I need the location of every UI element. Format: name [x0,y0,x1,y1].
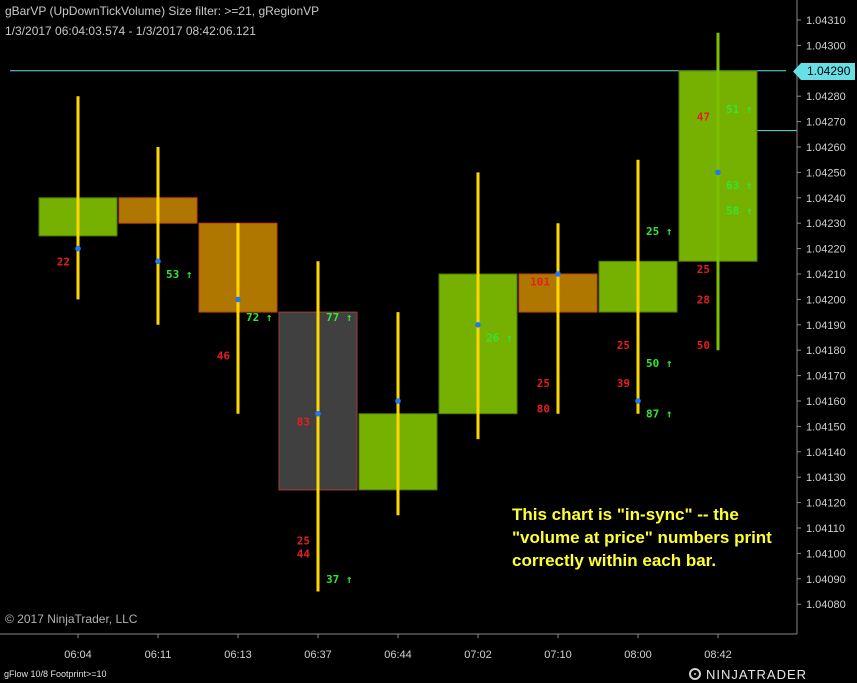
volume-label: 25 [697,263,710,276]
volume-label: 80 [537,403,550,416]
volume-label: 39 [617,377,630,390]
time-tick-label: 06:13 [224,649,252,661]
time-tick-label: 06:11 [145,649,172,661]
volume-label: 53 ↑ [166,268,193,281]
time-tick-label: 07:10 [544,649,572,661]
chart-date-range: 1/3/2017 06:04:03.574 - 1/3/2017 08:42:0… [5,24,256,38]
vwap-dot-06:37 [315,410,321,417]
volume-label: 83 [297,415,310,428]
time-axis: 06:04 06:11 06:13 06:37 06:44 07:02 07:10 08:00… [0,633,797,661]
footprint-label: gFlow 10/8 Footprint>=10 [4,669,107,679]
brand-name: NINJATRADER [706,666,808,682]
volume-label: 44 [297,547,311,560]
copyright-label: © 2017 NinjaTrader, LLC [5,612,138,626]
volume-label: 50 ↑ [646,357,673,370]
price-tick-label: 1.04080 [806,599,846,611]
volume-label: 28 [697,293,710,306]
price-tick-label: 1.04150 [806,421,846,433]
chart-title: gBarVP (UpDownTickVolume) Size filter: >… [5,4,320,18]
chart-annotation: This chart is "in-sync" -- the "volume a… [512,505,772,570]
price-tick-label: 1.04160 [806,396,846,408]
price-tick-label: 1.04220 [806,244,846,256]
price-tick-label: 1.04250 [806,167,846,179]
volume-label: 25 [617,339,630,352]
current-price-label: 1.04290 [807,64,851,78]
vwap-dot-06:44 [395,398,401,404]
price-tick-label: 1.04130 [806,472,846,484]
time-tick-label: 07:02 [464,649,492,661]
current-price-badge: 1.04290 [793,63,855,80]
price-tick-label: 1.04090 [806,574,846,586]
time-tick-label: 06:44 [384,649,412,661]
price-tick-label: 1.04210 [806,269,846,281]
price-tick-label: 1.04120 [806,498,846,510]
volume-label: 50 [697,339,710,352]
vwap-dot-08:00 [635,398,641,404]
vwap-dot-07:10 [555,271,561,277]
volume-label: 72 ↑ [246,311,273,324]
volume-label: 101 [530,276,550,289]
price-tick-label: 1.04280 [806,91,846,103]
volume-label: 25 ↑ [646,225,673,238]
price-tick-label: 1.04140 [806,447,846,459]
volume-label: 51 ↑ [726,103,753,116]
volume-label: 46 [217,349,231,362]
price-tick-label: 1.04230 [806,218,846,230]
volume-label: 47 [697,111,710,124]
price-tick-label: 1.04170 [806,371,846,383]
volume-label: 63 ↑ [726,179,753,192]
price-badge-shape [793,63,855,80]
volume-label: 37 ↑ [326,573,353,586]
price-tick-label: 1.04180 [806,345,846,357]
volume-label: 25 [297,535,310,548]
vwap-dot-06:13 [235,296,241,303]
volume-label: 26 ↑ [486,332,513,345]
price-tick-label: 1.04200 [806,294,846,306]
volume-label: 87 ↑ [646,408,673,421]
volume-label: 25 [537,377,550,390]
price-axis: 1.043101.043001.042901.042801.042701.042… [796,0,846,634]
price-tick-label: 1.04260 [806,142,846,154]
price-tick-label: 1.04300 [806,40,846,52]
vwap-dot-08:42 [715,169,721,176]
time-tick-label: 06:37 [304,649,332,661]
vwap-dot-07:02 [475,322,481,328]
time-tick-label: 08:00 [624,649,652,661]
price-tick-label: 1.04110 [806,523,845,535]
price-tick-label: 1.04100 [806,548,846,560]
brand-logo: NINJATRADER [689,666,807,682]
price-tick-label: 1.04190 [806,320,846,332]
time-tick-label: 06:04 [64,649,92,661]
price-tick-label: 1.04270 [806,117,846,129]
vwap-dot-06:04 [75,245,81,252]
vwap-dot-06:11 [155,258,161,265]
price-tick-label: 1.04240 [806,193,846,205]
volume-label: 22 [57,255,70,268]
price-tick-label: 1.04310 [806,15,846,27]
ninjatrader-logo-icon [689,668,701,680]
time-tick-label: 08:42 [704,649,732,661]
volume-label: 77 ↑ [326,311,353,324]
volume-label: 58 ↑ [726,205,753,218]
